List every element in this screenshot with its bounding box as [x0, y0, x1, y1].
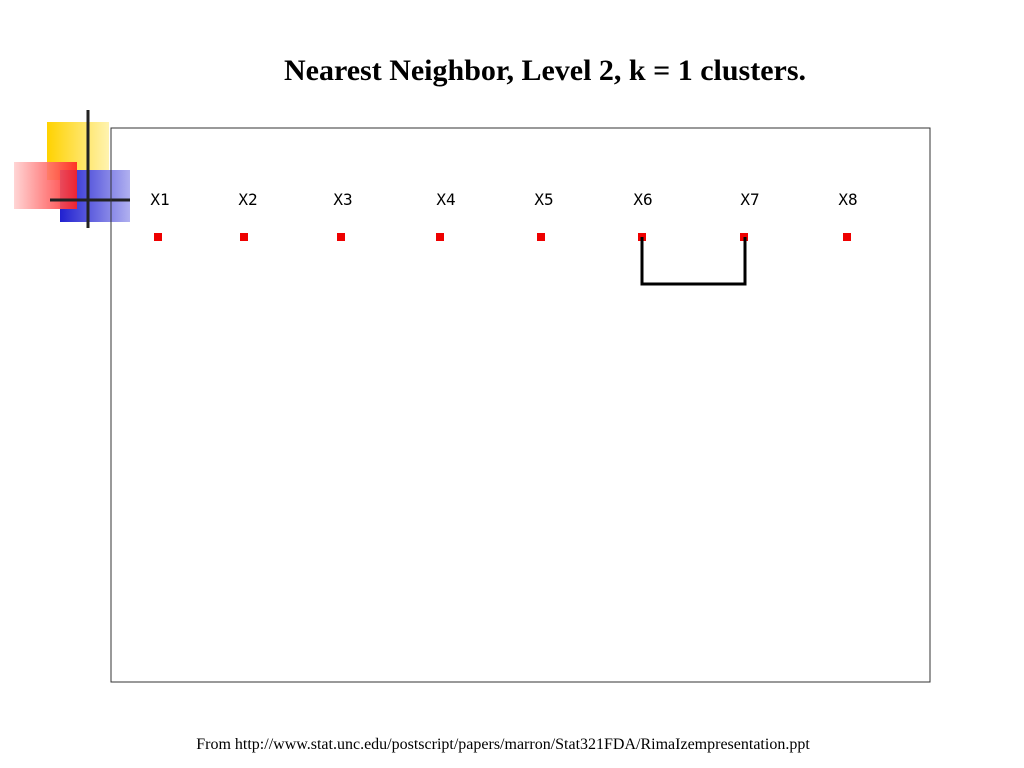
decoration — [14, 110, 130, 228]
node-label: X3 — [333, 190, 352, 209]
node-label: X1 — [150, 190, 169, 209]
node-point — [537, 233, 545, 241]
node-label: X2 — [238, 190, 257, 209]
node-label: X6 — [633, 190, 652, 209]
node-label: X4 — [436, 190, 455, 209]
node-label: X7 — [740, 190, 759, 209]
diagram-frame — [110, 127, 931, 683]
title: Nearest Neighbor, Level 2, k = 1 cluster… — [284, 54, 806, 87]
node-point — [843, 233, 851, 241]
node-point — [337, 233, 345, 241]
node-label: X5 — [534, 190, 553, 209]
node-label: X8 — [838, 190, 857, 209]
footer: From http://www.stat.unc.edu/postscript/… — [196, 736, 810, 753]
cluster-link — [640, 237, 747, 286]
nodes: X1 X2 X3 X4 X5 X6 X7 X8 — [150, 190, 858, 241]
node-point — [154, 233, 162, 241]
node-point — [436, 233, 444, 241]
node-point — [240, 233, 248, 241]
